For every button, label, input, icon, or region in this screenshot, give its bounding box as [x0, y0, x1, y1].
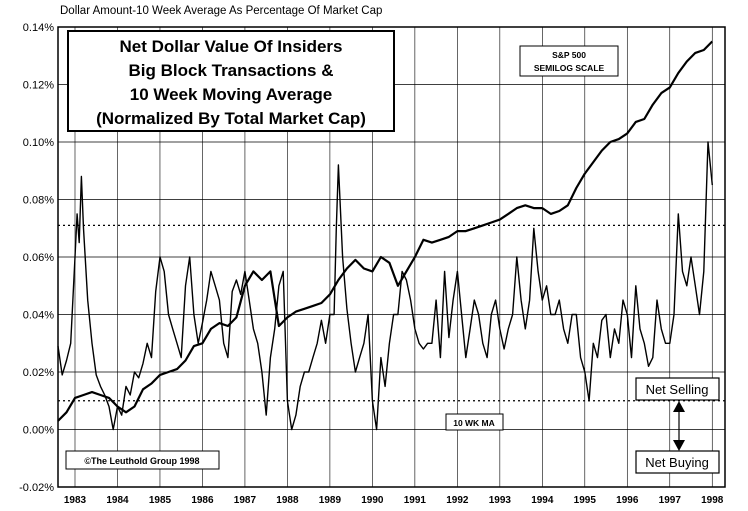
chart-header: Dollar Amount-10 Week Average As Percent…: [60, 5, 382, 17]
x-tick-label: 1983: [64, 495, 87, 506]
y-axis-tick-labels: 0.14% 0.12% 0.10% 0.08% 0.06% 0.04% 0.02% 0.00%…: [19, 22, 54, 494]
x-tick-label: 1991: [404, 495, 427, 506]
copyright: ©The Leuthold Group 1998: [84, 456, 199, 466]
net-buying-box: [635, 450, 720, 474]
plot-frame: [57, 26, 726, 488]
x-tick-label: 1990: [361, 495, 384, 506]
x-tick-label: 1997: [659, 495, 682, 506]
y-tick-label: 0.02%: [23, 367, 54, 379]
arrow-up-icon: [673, 401, 685, 412]
x-axis-tick-labels: 1983 1984 1985 1986 1987 1988 1989 1990 1991 1992…: [64, 495, 724, 506]
y-tick-label: 0.10%: [23, 137, 54, 149]
x-tick-label: 1994: [531, 495, 554, 506]
x-tick-label: 1986: [191, 495, 214, 506]
x-tick-label: 1985: [149, 495, 172, 506]
y-tick-label: 0.08%: [23, 195, 54, 207]
x-tick-label: 1988: [276, 495, 299, 506]
x-tick-label: 1992: [446, 495, 469, 506]
x-tick-label: 1993: [489, 495, 512, 506]
y-tick-label: 0.06%: [23, 252, 54, 264]
x-tick-label: 1995: [574, 495, 597, 506]
x-tick-label: 1984: [106, 495, 129, 506]
copyright-box: [65, 450, 220, 470]
net-buying-label: Net Buying: [645, 455, 709, 470]
title-line-2: Big Block Transactions &: [129, 61, 334, 80]
y-tick-label: 0.04%: [23, 310, 54, 322]
y-tick-label: 0.14%: [23, 22, 54, 34]
reference-lines: [58, 224, 725, 402]
ma-label: 10 WK MA: [453, 418, 495, 428]
y-tick-label: -0.02%: [19, 482, 54, 494]
title-line-4: (Normalized By Total Market Cap): [96, 109, 366, 128]
y-tick-label: 0.12%: [23, 80, 54, 92]
sp500-label-line-1: S&P 500: [552, 50, 586, 60]
x-tick-label: 1996: [616, 495, 639, 506]
net-selling-label: Net Selling: [646, 382, 709, 397]
x-tick-label: 1989: [319, 495, 342, 506]
sp500-label-line-2: SEMILOG SCALE: [534, 63, 605, 73]
arrow-down-icon: [673, 440, 685, 451]
sp500-line: [57, 40, 714, 422]
title-box: [67, 30, 395, 132]
sp500-label-box: [519, 45, 619, 77]
ma-label-box: [445, 413, 504, 431]
x-tick-label: 1998: [701, 495, 724, 506]
x-tick-label: 1987: [234, 495, 257, 506]
net-selling-box: [635, 377, 720, 401]
title-line-1: Net Dollar Value Of Insiders: [120, 37, 343, 56]
series-lines: [57, 40, 714, 431]
ma-10wk-line: [57, 141, 713, 431]
title-line-3: 10 Week Moving Average: [130, 85, 333, 104]
y-tick-label: 0.00%: [23, 425, 54, 437]
